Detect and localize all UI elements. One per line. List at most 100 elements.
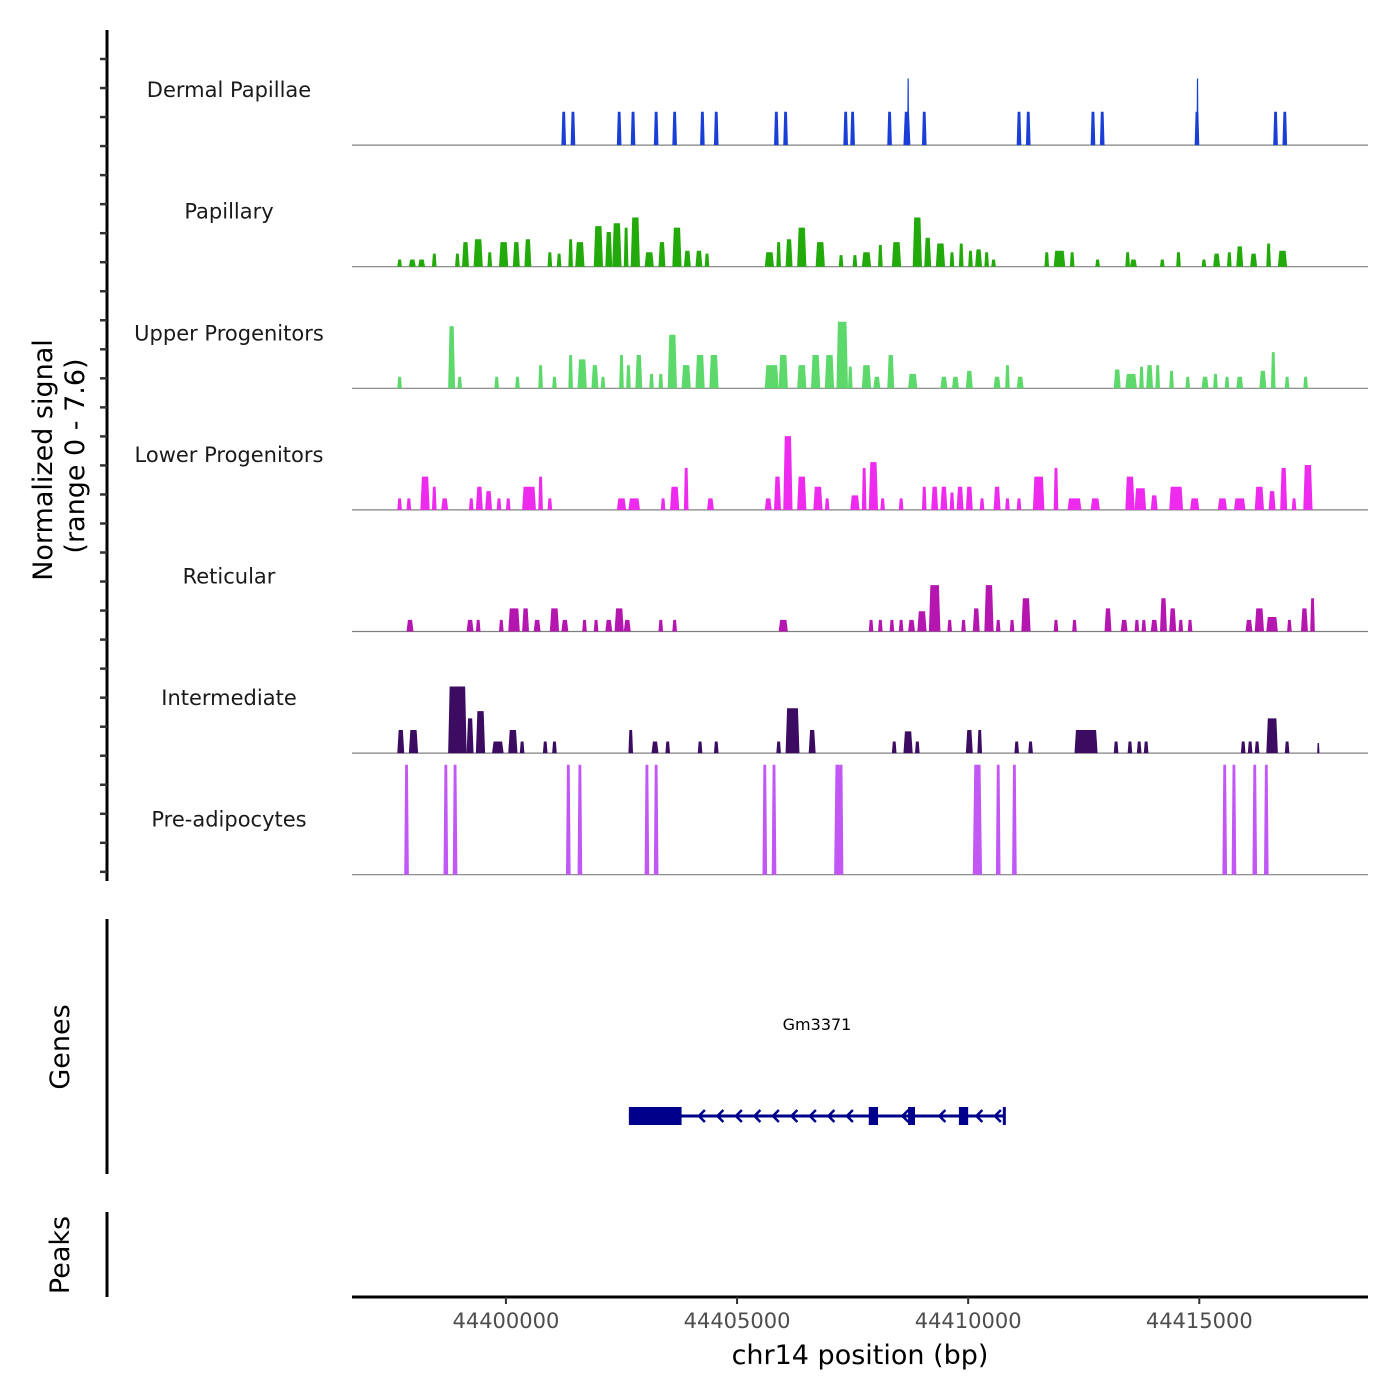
signal-peak [1254, 608, 1264, 632]
x-axis-title: chr14 position (bp) [732, 1340, 989, 1371]
signal-peak [1090, 498, 1100, 510]
strand-arrow-icon [937, 1109, 947, 1123]
signal-peak [709, 355, 719, 389]
signal-peak [1120, 619, 1128, 632]
strand-arrow-icon [900, 1109, 910, 1123]
signal-peak [1196, 78, 1199, 146]
signal-peak [522, 486, 536, 510]
signal-peak [547, 498, 553, 510]
strand-arrow-icon [771, 1109, 780, 1123]
signal-peak [651, 741, 659, 754]
signal-peak [815, 242, 825, 267]
signal-peak [1254, 486, 1264, 510]
signal-peak [965, 370, 973, 389]
signal-peak [924, 237, 932, 267]
signal-peak [492, 741, 504, 754]
signal-peak [1254, 741, 1260, 754]
signal-peak [1025, 111, 1031, 146]
signal-peak [1139, 366, 1144, 389]
signal-peak [561, 111, 567, 146]
signal-peak [1185, 376, 1191, 389]
signal-peak [1005, 365, 1010, 389]
signal-peak [1032, 476, 1045, 510]
signal-peak [1127, 741, 1133, 754]
signal-peak [861, 252, 872, 267]
signal-peak [457, 376, 463, 389]
signal-peak [984, 252, 989, 267]
signal-peak [776, 242, 781, 267]
signal-peak [1273, 111, 1278, 146]
signal-peak [949, 492, 955, 510]
x-tick-label: 44410000 [915, 1309, 1022, 1333]
signal-peak [1266, 617, 1278, 632]
signal-peak [917, 611, 927, 632]
signal-peak [653, 764, 659, 875]
signal-peak [658, 619, 664, 632]
x-tick-label: 44415000 [1146, 1309, 1253, 1333]
signal-peak [887, 111, 892, 146]
signal-peak [797, 476, 807, 510]
signal-peak [1217, 498, 1228, 510]
signal-peak [672, 619, 677, 632]
coverage-tracks: Dermal Papillae Papillary Upper Progenitor… [134, 78, 1368, 876]
signal-peak [397, 498, 402, 510]
track-label: Intermediate [161, 686, 297, 710]
signal-peak [1201, 376, 1209, 389]
signal-peak [965, 486, 973, 510]
signal-peak [898, 619, 904, 632]
signal-peak [1201, 259, 1207, 267]
signal-peak [878, 244, 883, 267]
signal-peak [448, 686, 467, 754]
signal-peak [956, 486, 964, 510]
signal-peak [443, 764, 449, 875]
signal-peak [1159, 259, 1165, 267]
signal-peak [1125, 252, 1130, 267]
signal-peak [681, 365, 691, 389]
signal-peak [947, 619, 952, 632]
signal-peak [441, 498, 449, 510]
signal-peak [1136, 741, 1142, 754]
strand-arrow-icon [789, 1109, 799, 1123]
signal-peak [993, 486, 1001, 510]
signal-peak [670, 486, 680, 510]
signal-peak [1233, 498, 1246, 510]
signal-peak [658, 373, 664, 389]
signal-peak [783, 436, 793, 510]
signal-peak [466, 718, 474, 754]
gene-exon [868, 1107, 879, 1125]
signal-peak [605, 231, 613, 267]
signal-peak [1303, 376, 1308, 389]
signal-peak [1150, 495, 1158, 510]
signal-peak [1129, 259, 1137, 267]
signal-peak [868, 462, 879, 510]
signal-peak [570, 111, 576, 146]
signal-peak [628, 498, 640, 510]
signal-peak [468, 498, 474, 510]
signal-peak [644, 252, 654, 267]
signal-peak [1012, 764, 1017, 875]
signal-peak [1284, 376, 1290, 389]
y-axis-title-line1: Normalized signal [28, 339, 59, 581]
strand-arrow-icon [808, 1109, 817, 1123]
signal-peak [644, 764, 650, 875]
signal-peak [1053, 619, 1059, 632]
signal-peak [850, 111, 855, 146]
x-axis-ticks: 44400000 44405000 44410000 44415000 [452, 1297, 1253, 1333]
signal-peak [873, 376, 881, 389]
signal-peak [408, 259, 416, 267]
signal-peak [538, 365, 543, 389]
signal-peak [1125, 373, 1137, 389]
signal-peak [519, 741, 525, 754]
signal-peak [764, 365, 779, 389]
signal-peak [406, 619, 414, 632]
signal-peak [498, 619, 504, 632]
signal-peak [868, 619, 874, 632]
signal-peak [665, 741, 671, 754]
signal-peak [861, 467, 867, 510]
signal-peak [1067, 498, 1082, 510]
signal-peak [778, 355, 788, 389]
track-label: Upper Progenitors [134, 321, 324, 345]
signal-peak [623, 619, 631, 632]
signal-peak [498, 242, 509, 267]
signal-peak [406, 498, 412, 510]
